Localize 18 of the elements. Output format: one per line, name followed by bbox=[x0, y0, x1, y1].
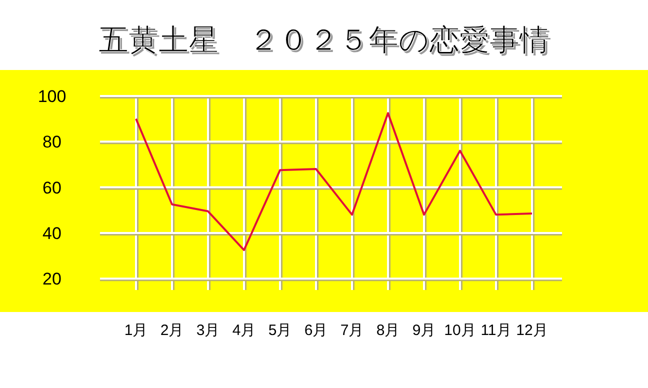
x-tick-label: 10月 bbox=[444, 322, 476, 339]
x-tick-label: 7月 bbox=[340, 322, 364, 339]
x-tick-label: 12月 bbox=[516, 322, 548, 339]
x-tick-label: 5月 bbox=[268, 322, 292, 339]
x-tick-label: 4月 bbox=[232, 322, 256, 339]
x-tick-label: 11月 bbox=[480, 322, 512, 339]
y-tick-label: 40 bbox=[42, 224, 62, 243]
x-tick-label: 3月 bbox=[196, 322, 220, 339]
x-tick-label: 6月 bbox=[304, 322, 328, 339]
y-tick-label: 80 bbox=[42, 132, 62, 152]
y-tick-label: 100 bbox=[38, 87, 66, 106]
x-tick-label: 8月 bbox=[376, 322, 400, 339]
line-series bbox=[135, 112, 533, 252]
x-tick-label: 9月 bbox=[412, 322, 436, 339]
x-tick-label: 2月 bbox=[160, 322, 184, 339]
x-tick-label: 1月 bbox=[124, 322, 148, 339]
y-tick-label: 20 bbox=[42, 270, 62, 289]
y-tick-label: 60 bbox=[42, 178, 62, 198]
